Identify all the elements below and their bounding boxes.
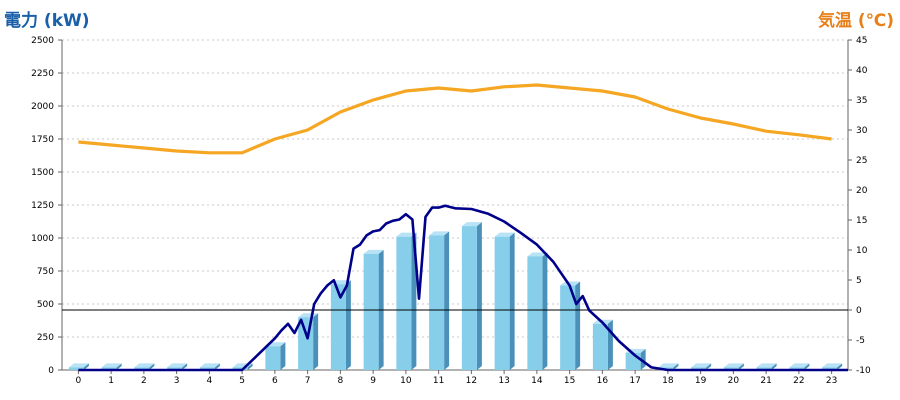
left-tick-label: 2500 <box>31 36 54 46</box>
left-tick-label: 750 <box>37 267 54 277</box>
left-tick-label: 500 <box>37 300 54 310</box>
x-tick-label: 13 <box>498 376 509 386</box>
bar <box>691 363 712 370</box>
bar <box>134 363 155 370</box>
right-tick-label: -10 <box>856 366 871 376</box>
left-tick-label: 2000 <box>31 102 54 112</box>
right-tick-label: -5 <box>856 336 865 346</box>
x-tick-label: 17 <box>629 376 640 386</box>
bar <box>429 231 450 370</box>
bar <box>199 363 220 370</box>
right-tick-label: 10 <box>856 246 868 256</box>
x-tick-label: 16 <box>597 376 609 386</box>
bar <box>461 222 482 370</box>
bar <box>560 281 581 370</box>
bar <box>330 280 351 370</box>
bar <box>723 363 744 370</box>
x-tick-label: 4 <box>207 376 213 386</box>
x-tick-label: 3 <box>174 376 180 386</box>
x-tick-label: 12 <box>466 376 477 386</box>
right-tick-label: 15 <box>856 216 867 226</box>
right-tick-label: 5 <box>856 276 862 286</box>
x-tick-label: 10 <box>400 376 412 386</box>
x-tick-label: 11 <box>433 376 444 386</box>
bar <box>756 363 777 370</box>
bar <box>822 363 843 370</box>
left-tick-label: 2250 <box>31 69 54 79</box>
bar <box>101 363 122 370</box>
x-tick-label: 8 <box>338 376 344 386</box>
left-tick-label: 250 <box>37 333 54 343</box>
x-tick-label: 0 <box>76 376 82 386</box>
left-tick-label: 1250 <box>31 201 54 211</box>
right-tick-label: 25 <box>856 156 867 166</box>
x-tick-label: 9 <box>370 376 376 386</box>
left-tick-label: 1500 <box>31 168 54 178</box>
right-tick-label: 30 <box>856 126 868 136</box>
bar <box>494 232 515 370</box>
x-tick-label: 5 <box>239 376 245 386</box>
x-tick-label: 15 <box>564 376 575 386</box>
x-tick-label: 18 <box>662 376 674 386</box>
x-tick-label: 1 <box>108 376 114 386</box>
bar <box>167 363 188 370</box>
left-axis-title: 電力 (kW) <box>4 11 90 31</box>
right-tick-label: 40 <box>856 66 868 76</box>
right-tick-label: 0 <box>856 306 862 316</box>
x-tick-label: 14 <box>531 376 543 386</box>
left-tick-label: 1750 <box>31 135 54 145</box>
power-line <box>78 204 848 372</box>
x-tick-label: 6 <box>272 376 278 386</box>
right-tick-label: 20 <box>856 186 868 196</box>
right-tick-label: 35 <box>856 96 867 106</box>
bar <box>789 363 810 370</box>
x-tick-label: 7 <box>305 376 311 386</box>
left-tick-label: 1000 <box>31 234 54 244</box>
bar <box>527 252 548 370</box>
x-tick-label: 19 <box>695 376 707 386</box>
x-tick-label: 21 <box>760 376 771 386</box>
bar <box>592 319 613 370</box>
bar <box>265 342 286 370</box>
x-tick-label: 2 <box>141 376 147 386</box>
bar <box>396 232 417 370</box>
bar <box>68 363 89 370</box>
x-tick-label: 23 <box>826 376 837 386</box>
left-tick-label: 0 <box>48 366 54 376</box>
right-tick-label: 45 <box>856 36 867 46</box>
x-tick-label: 20 <box>728 376 740 386</box>
temperature-line <box>78 83 832 155</box>
x-tick-label: 22 <box>793 376 804 386</box>
right-axis-title: 気温 (℃) <box>817 11 894 31</box>
